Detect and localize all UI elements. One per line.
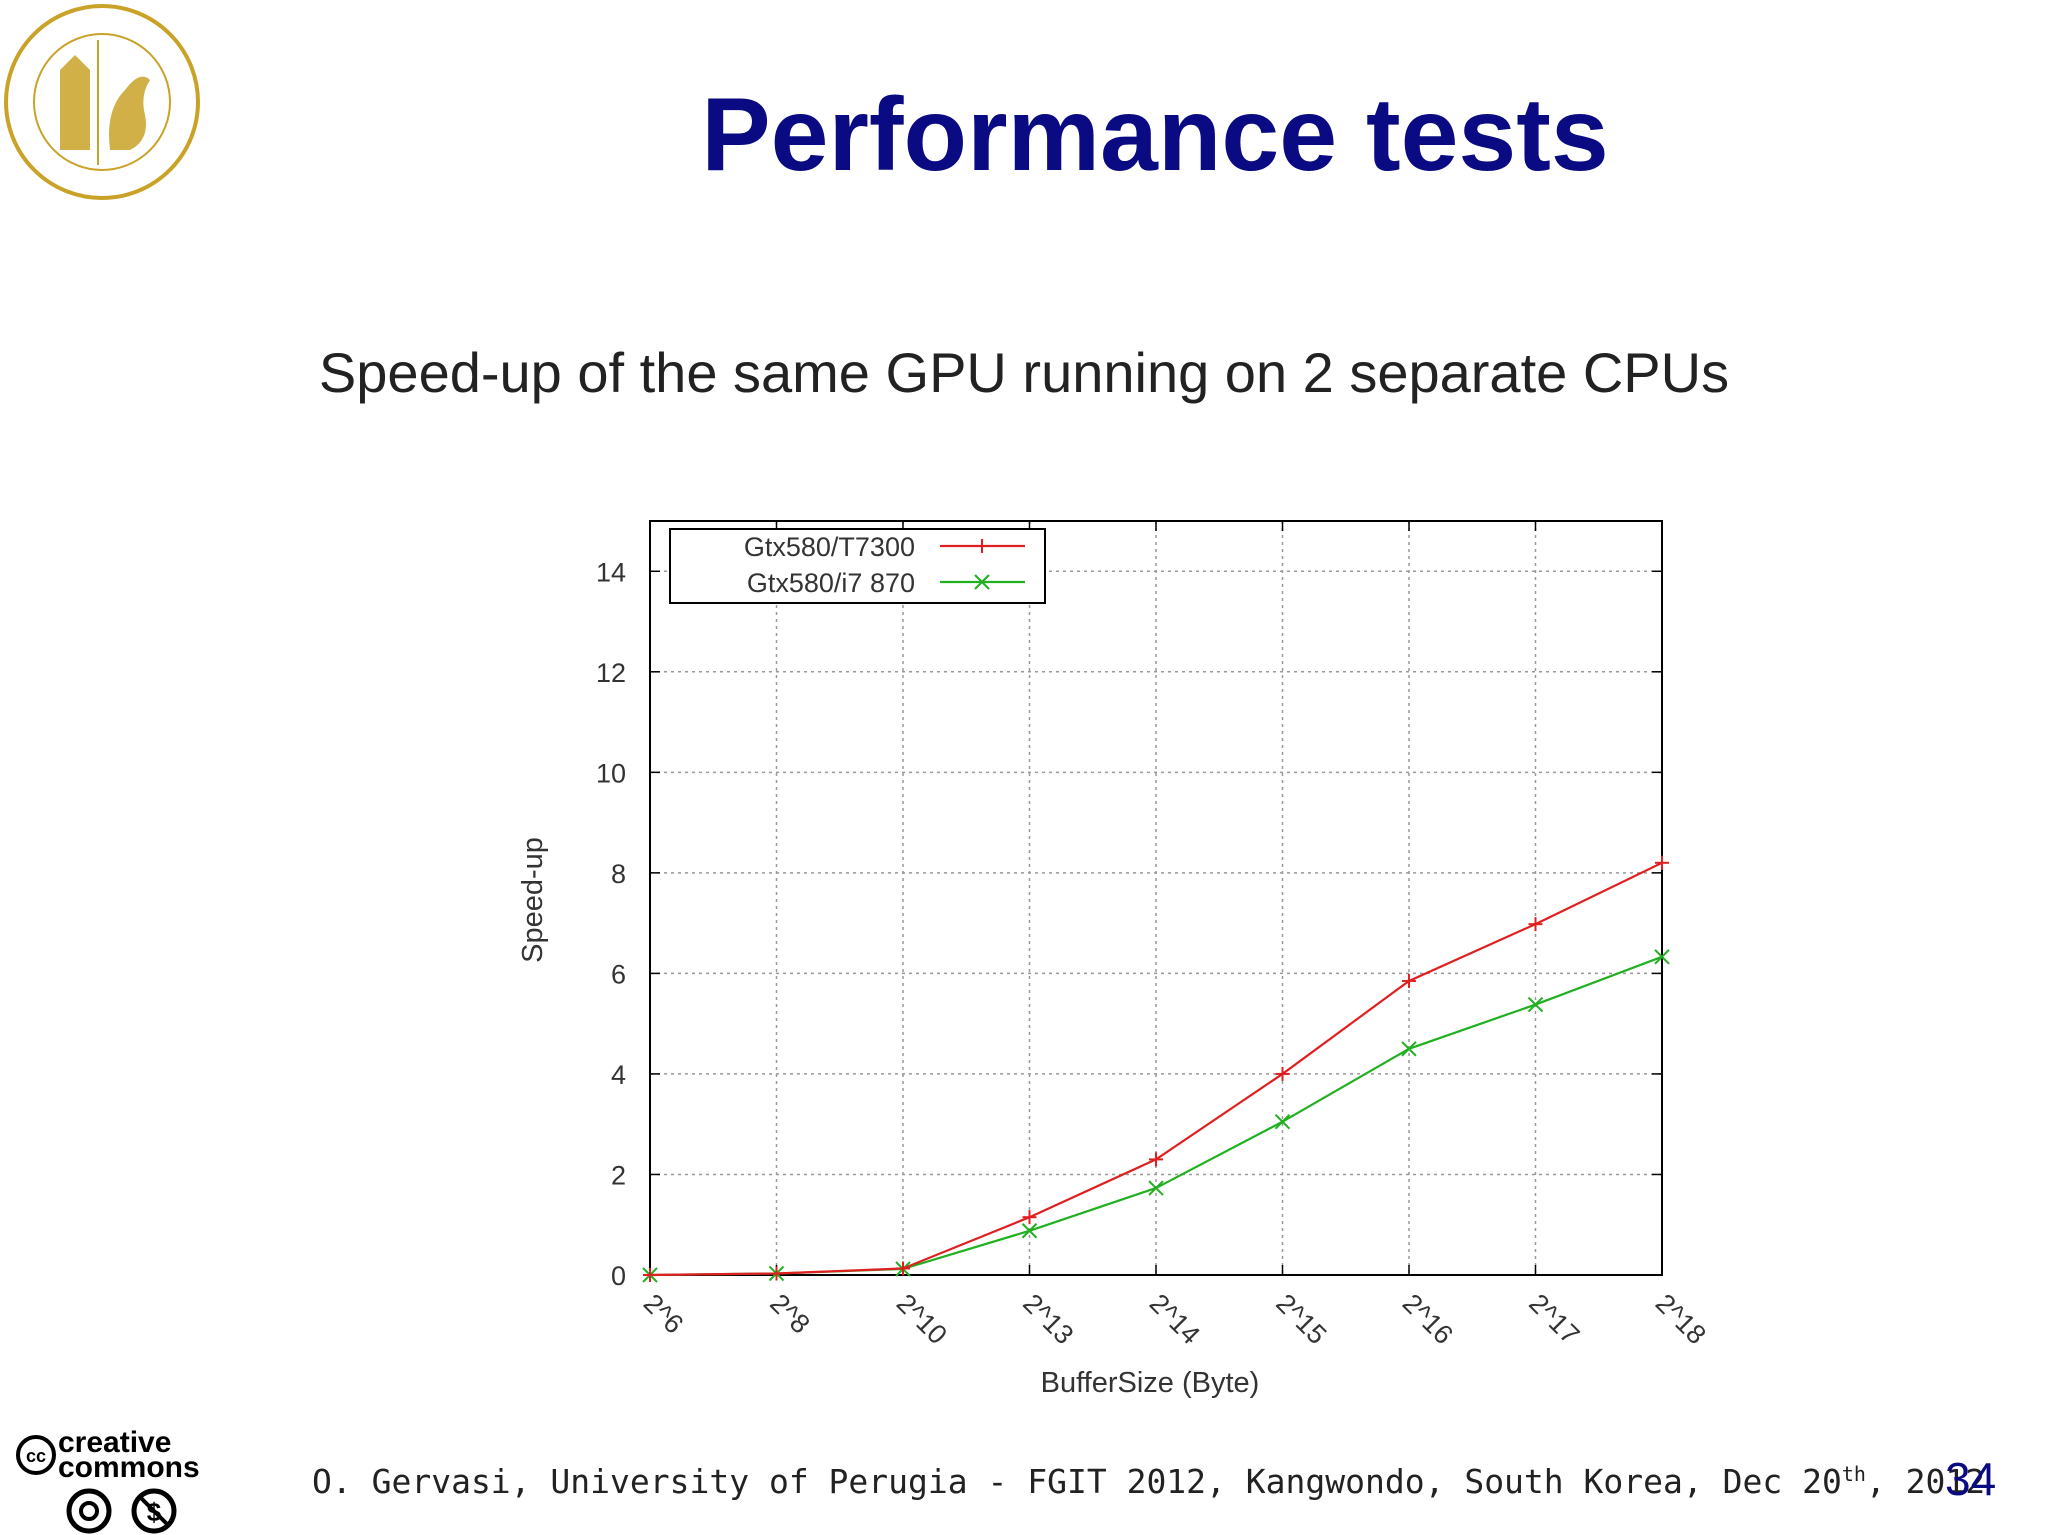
x-tick-label: 2^8 <box>764 1288 815 1339</box>
y-tick-label: 10 <box>596 758 626 788</box>
slide-subtitle: Speed-up of the same GPU running on 2 se… <box>318 341 1730 404</box>
cc-commons-text: commons <box>58 1451 200 1484</box>
y-tick-label: 0 <box>611 1261 626 1291</box>
legend-label-1: Gtx580/i7 870 <box>747 568 915 598</box>
chart-legend: Gtx580/T7300 Gtx580/i7 870 <box>669 528 1046 604</box>
series-1-point-3 <box>1021 1223 1038 1239</box>
svg-text:cc: cc <box>26 1446 46 1466</box>
x-tick-label: 2^14 <box>1144 1288 1206 1350</box>
footer-year: , 2012 <box>1865 1462 1986 1501</box>
x-tick-label: 2^13 <box>1017 1288 1079 1350</box>
legend-label-0: Gtx580/T7300 <box>744 532 915 562</box>
x-tick-label: 2^10 <box>891 1288 953 1350</box>
series-0-point-5 <box>1275 1066 1290 1081</box>
university-seal-logo <box>4 4 200 200</box>
series-0-point-legend <box>975 539 989 553</box>
series-1-point-7 <box>1527 996 1544 1013</box>
footer-superscript: th <box>1841 1462 1866 1486</box>
cc-creative-text: creative <box>58 1426 171 1459</box>
x-tick-label: 2^18 <box>1650 1288 1712 1350</box>
y-tick-label: 12 <box>596 658 626 688</box>
x-axis-label: BufferSize (Byte) <box>1041 1367 1260 1399</box>
slide-title: Performance tests <box>701 77 1609 193</box>
series-1-point-4 <box>1148 1180 1164 1196</box>
series-0-point-1 <box>769 1266 784 1281</box>
series-0-point-4 <box>1149 1152 1163 1167</box>
series-0-point-3 <box>1022 1210 1037 1225</box>
slide-footer: O. Gervasi, University of Perugia - FGIT… <box>312 1462 1985 1501</box>
speedup-line-chart: 0 2 4 6 8 10 12 14 2^6 2^8 2^10 2^13 2^14 2^15 2^16 2^… <box>517 520 1712 1399</box>
series-0-point-2 <box>896 1261 910 1276</box>
x-tick-label: 2^6 <box>638 1288 689 1339</box>
y-axis-label: Speed-up <box>517 837 549 963</box>
footer-text: O. Gervasi, University of Perugia - FGIT… <box>312 1462 1842 1501</box>
series-0-point-7 <box>1528 917 1543 932</box>
page-number: 34 <box>1945 1453 1997 1505</box>
y-tick-label: 14 <box>596 557 626 587</box>
creative-commons-badge: cc creative commons $ <box>16 1426 200 1534</box>
series-1-point-legend <box>974 574 990 590</box>
x-tick-label: 2^15 <box>1270 1288 1332 1350</box>
series-1-point-8 <box>1654 949 1670 965</box>
series-0-point-8 <box>1655 855 1669 870</box>
series-0-point-6 <box>1402 973 1416 988</box>
y-tick-label: 4 <box>611 1060 626 1090</box>
cc-by-icon <box>66 1488 112 1534</box>
y-tick-label: 8 <box>611 859 626 889</box>
y-tick-label: 6 <box>611 959 626 989</box>
x-tick-label: 2^16 <box>1397 1288 1459 1350</box>
cc-icon <box>16 1435 56 1475</box>
series-1-point-6 <box>1401 1041 1417 1057</box>
x-tick-label: 2^17 <box>1523 1288 1585 1350</box>
series-0-point-0 <box>643 1268 657 1282</box>
series-1-point-5 <box>1274 1113 1291 1130</box>
y-tick-label: 2 <box>611 1160 626 1190</box>
